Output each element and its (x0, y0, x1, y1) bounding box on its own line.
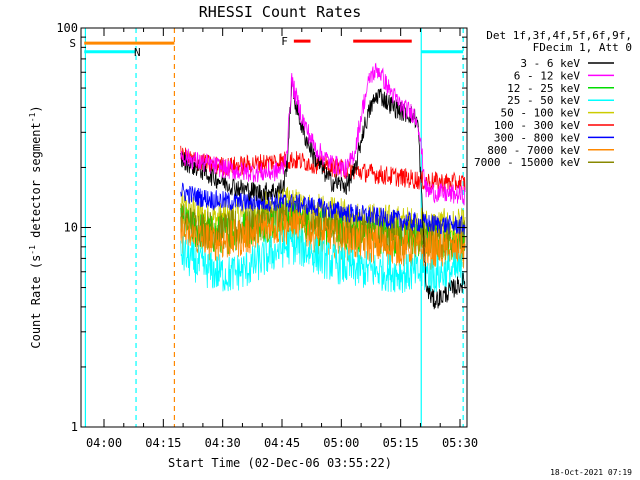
legend-label: 300 - 800 keV (494, 131, 580, 144)
x-tick-label: 04:45 (264, 436, 300, 450)
chart-title: RHESSI Count Rates (199, 3, 362, 21)
x-axis-label: Start Time (02-Dec-06 03:55:22) (168, 456, 392, 470)
legend: Det 1f,3f,4f,5f,6f,9f, FDecim 1, Att 0 3… (474, 29, 632, 169)
x-tick-label: 04:15 (145, 436, 181, 450)
legend-label: 7000 - 15000 keV (474, 156, 580, 169)
series-line (180, 206, 466, 271)
legend-label: 800 - 7000 keV (487, 144, 580, 157)
x-tick-label: 05:15 (383, 436, 419, 450)
legend-label: 100 - 300 keV (494, 119, 580, 132)
annotation-layer: SNF (69, 28, 464, 427)
series-line (180, 182, 466, 235)
flare-label: F (281, 35, 288, 48)
x-tick-label: 04:00 (86, 436, 122, 450)
saa-label: S (69, 37, 76, 50)
axis-layer: 04:00 04:15 04:30 04:45 05:00 05:15 05:30 1 10 10… (56, 21, 478, 450)
y-tick-label: 1 (71, 420, 78, 434)
legend-header-2: FDecim 1, Att 0 (533, 41, 632, 54)
y-axis-label: Count Rate (s-1 detector segment-1) (28, 105, 43, 348)
series-line (180, 81, 466, 310)
y-tick-label: 100 (56, 21, 78, 35)
series-line (180, 62, 466, 206)
legend-label: 12 - 25 keV (507, 82, 580, 95)
series-line (180, 227, 466, 294)
x-tick-label: 04:30 (205, 436, 241, 450)
legend-label: 50 - 100 keV (501, 107, 581, 120)
timestamp: 18-Oct-2021 07:19 (550, 468, 632, 477)
legend-label: 25 - 50 keV (507, 94, 580, 107)
legend-header-1: Det 1f,3f,4f,5f,6f,9f, (486, 29, 632, 42)
y-tick-label: 10 (64, 221, 78, 235)
legend-label: 3 - 6 keV (520, 57, 580, 70)
x-tick-label: 05:30 (442, 436, 478, 450)
night-label: N (134, 46, 141, 59)
x-tick-label: 05:00 (323, 436, 359, 450)
legend-label: 6 - 12 keV (514, 69, 581, 82)
series-layer (180, 62, 466, 310)
